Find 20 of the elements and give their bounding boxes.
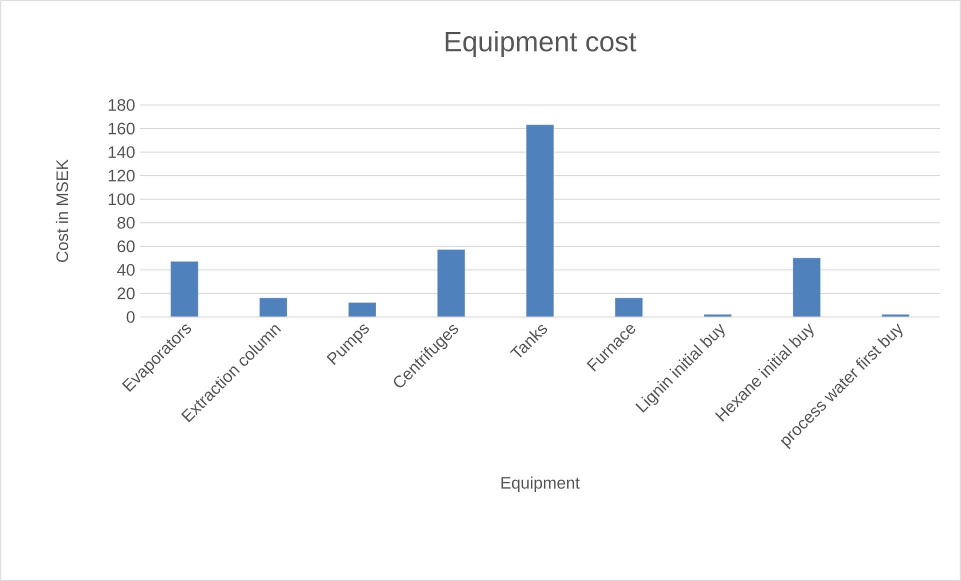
bar [170,261,198,317]
y-axis-title: Cost in MSEK [56,159,68,262]
y-tick-label: 160 [108,122,135,134]
y-tick-label: 100 [108,193,135,206]
y-tick-label: 140 [108,146,135,158]
bar [348,302,376,317]
y-tick-label: 20 [118,288,135,300]
y-tick-label: 0 [126,311,135,323]
bar [437,250,465,317]
y-tick-label: 180 [108,99,135,111]
y-tick-label: 80 [117,216,135,229]
y-tick-label: 120 [108,170,135,182]
x-axis-title: Equipment [502,476,580,492]
y-tick-label: 40 [117,264,135,276]
bar [615,298,643,317]
y-tick-label: 60 [118,240,135,252]
bar [260,298,288,317]
bar [792,258,820,317]
bar [526,124,554,317]
chart-title: Equipment cost [446,30,636,58]
